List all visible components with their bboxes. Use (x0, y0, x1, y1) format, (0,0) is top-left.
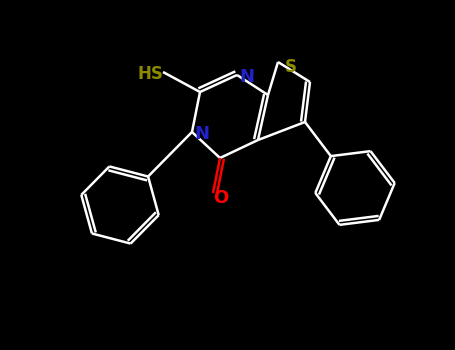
Text: N: N (194, 125, 209, 143)
Text: N: N (239, 68, 254, 86)
Text: S: S (285, 58, 297, 76)
Text: HS: HS (137, 65, 163, 83)
Text: O: O (213, 189, 228, 207)
